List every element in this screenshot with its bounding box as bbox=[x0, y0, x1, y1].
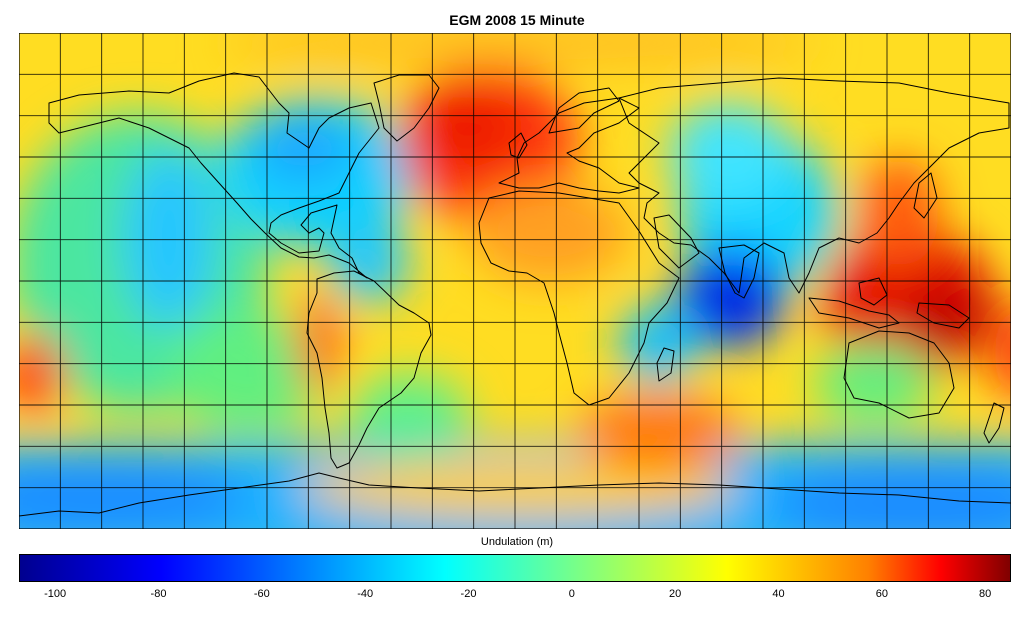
andes-high bbox=[297, 293, 341, 393]
coast-new-guinea bbox=[916, 302, 970, 329]
kerguelen-high bbox=[579, 393, 739, 473]
chart-title: EGM 2008 15 Minute bbox=[449, 12, 585, 28]
colorbar-tick-label: -40 bbox=[357, 588, 374, 600]
colorbar-tick-label: 80 bbox=[979, 588, 992, 600]
africa-high bbox=[469, 183, 629, 283]
coast-arabia bbox=[653, 214, 700, 269]
coast-africa bbox=[478, 190, 680, 406]
coast-australia bbox=[843, 330, 955, 419]
south-atlantic bbox=[349, 373, 469, 453]
north-atlantic-core bbox=[414, 83, 524, 173]
colorbar bbox=[19, 554, 1011, 582]
east-pacific-low bbox=[124, 148, 214, 328]
west-pacific-margin bbox=[994, 305, 1011, 401]
coast-madagascar bbox=[656, 347, 675, 382]
coast-india bbox=[718, 244, 760, 299]
coast-indonesia bbox=[808, 297, 900, 329]
antarctic-deep-low bbox=[19, 463, 249, 529]
coast-south-america bbox=[306, 270, 432, 469]
colorbar-label: Undulation (m) bbox=[480, 536, 554, 548]
coast-japan bbox=[913, 172, 938, 219]
coast-greenland bbox=[373, 74, 440, 142]
siberia-low bbox=[669, 103, 789, 203]
coast-asia bbox=[618, 77, 1010, 294]
hudson-bay-low bbox=[254, 113, 354, 183]
colorbar-tick-label: 20 bbox=[669, 588, 682, 600]
arctic-high bbox=[219, 33, 819, 68]
colorbar-ticks: -100 -80 -60 -40 -20 0 20 40 60 80 bbox=[19, 588, 1011, 604]
antarctic-ross-low bbox=[769, 463, 1011, 529]
caribbean-low bbox=[329, 223, 409, 303]
coastlines bbox=[19, 72, 1011, 517]
colorbar-tick-label: 60 bbox=[875, 588, 888, 600]
coast-new-zealand bbox=[983, 402, 1005, 444]
indian-ocean-core bbox=[706, 273, 756, 323]
south-pacific bbox=[169, 313, 329, 433]
coast-scandinavia bbox=[548, 87, 620, 134]
coast-europe bbox=[498, 97, 640, 194]
colorbar-tick-label: 40 bbox=[772, 588, 785, 600]
coast-borneo bbox=[858, 277, 888, 306]
geoid-map bbox=[19, 33, 1011, 529]
coast-north-america bbox=[48, 72, 380, 279]
colorbar-tick-label: -20 bbox=[460, 588, 477, 600]
colorbar-tick-label: -80 bbox=[150, 588, 167, 600]
coast-antarctica bbox=[19, 472, 1011, 517]
colorbar-tick-label: -100 bbox=[44, 588, 67, 600]
east-pacific-margin bbox=[19, 333, 64, 413]
colorbar-tick-label: 0 bbox=[568, 588, 575, 600]
australia-low bbox=[814, 343, 934, 423]
east-africa-low bbox=[619, 303, 699, 383]
colorbar-tick-label: -60 bbox=[253, 588, 270, 600]
new-guinea-core bbox=[904, 283, 994, 353]
coast-britain bbox=[508, 132, 528, 159]
